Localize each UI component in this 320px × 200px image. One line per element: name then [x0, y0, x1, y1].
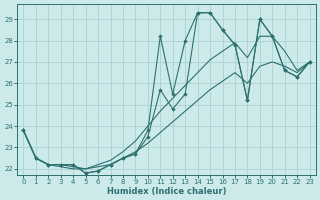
X-axis label: Humidex (Indice chaleur): Humidex (Indice chaleur): [107, 187, 226, 196]
